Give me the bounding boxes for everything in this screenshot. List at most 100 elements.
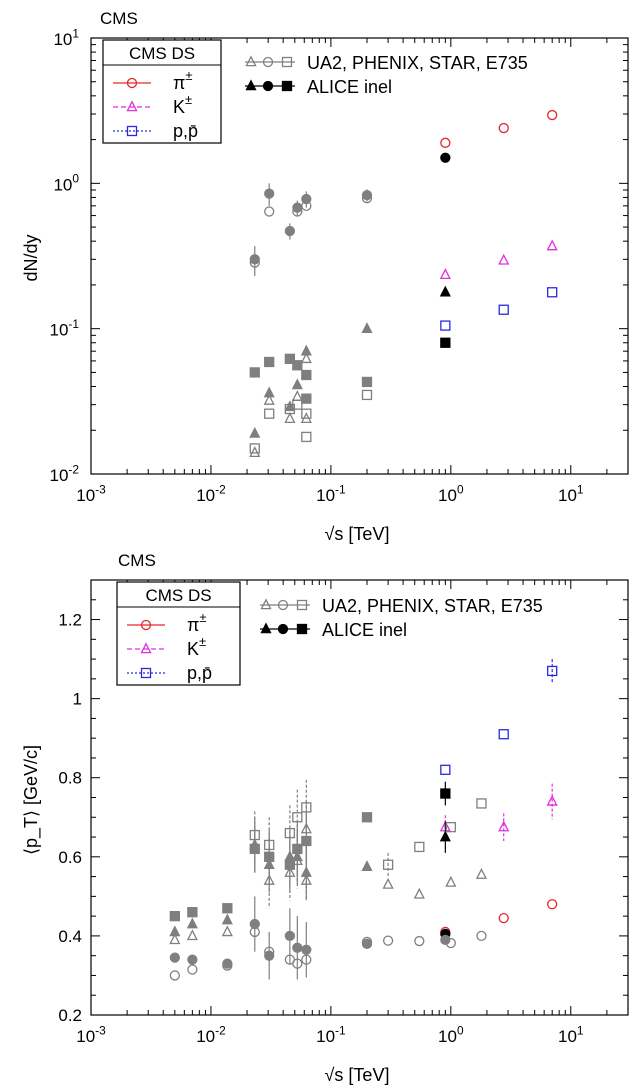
series-group	[169, 926, 487, 981]
data-point	[440, 137, 451, 148]
legend-marker	[126, 77, 138, 89]
series-group	[249, 352, 312, 458]
data-point	[291, 390, 303, 402]
data-point	[292, 360, 303, 371]
data-point	[361, 322, 373, 333]
data-point	[186, 929, 198, 941]
series-group	[440, 152, 451, 163]
data-point	[301, 369, 312, 381]
data-point	[263, 393, 275, 405]
data-point	[222, 903, 233, 914]
legend-box	[116, 581, 241, 686]
data-point	[264, 408, 275, 419]
data-point	[249, 926, 260, 938]
data-point	[547, 109, 558, 121]
legend-marker	[296, 623, 308, 635]
data-point	[292, 958, 303, 969]
data-point	[301, 393, 312, 404]
legend-marker	[260, 598, 272, 610]
data-point	[439, 830, 451, 842]
data-point	[382, 877, 394, 889]
data-point	[440, 934, 451, 946]
data-point	[301, 200, 312, 211]
data-point	[301, 954, 312, 965]
data-point	[186, 917, 198, 929]
series-group	[169, 817, 373, 937]
y-tick-label: 100	[53, 172, 79, 195]
legend-marker	[140, 619, 152, 631]
data-point	[284, 412, 296, 424]
legend: CMS DS π±K± p,p̄ UA2, PHENIX, STAR, E735 ALI…	[102, 39, 528, 144]
data-point	[284, 400, 296, 412]
y-tick-label: 0.8	[58, 769, 82, 788]
data-point	[300, 822, 312, 834]
y-tick-label: 0.2	[58, 1006, 82, 1025]
data-point	[249, 426, 261, 438]
y-tick-label: 1	[73, 690, 82, 709]
legend-label: K±	[173, 92, 192, 117]
y-tick-label: 0.6	[58, 848, 82, 867]
data-point	[498, 122, 509, 134]
data-point	[361, 389, 373, 401]
x-tick-label: 101	[558, 1023, 584, 1046]
data-point	[498, 304, 509, 315]
y-tick-label: 1.2	[58, 611, 82, 630]
legend: CMS DS π±K± p,p̄ UA2, PHENIX, STAR, E735 ALI…	[116, 581, 543, 686]
series-group	[249, 193, 373, 268]
data-point	[361, 860, 373, 871]
legend-title: CMS DS	[129, 44, 195, 63]
data-point	[284, 353, 296, 364]
data-point	[291, 854, 303, 866]
x-tick-label: 10-2	[196, 1023, 226, 1046]
data-point	[169, 933, 181, 945]
legend-marker	[281, 56, 293, 68]
series-group	[439, 285, 451, 297]
data-point	[546, 239, 558, 251]
data-point	[547, 287, 558, 298]
data-point	[475, 868, 488, 879]
panel-label-cms: CMS	[118, 551, 156, 570]
series-group	[440, 109, 558, 148]
x-tick-label: 100	[438, 1023, 464, 1046]
legend-label: π±	[187, 610, 207, 635]
series-group	[439, 239, 558, 280]
data-point	[440, 337, 451, 348]
data-point	[440, 320, 451, 331]
x-tick-label: 101	[558, 482, 584, 505]
data-point	[284, 866, 296, 877]
legend-marker	[296, 599, 308, 611]
legend-label: p,p̄	[187, 663, 212, 683]
legend-label: π±	[173, 68, 193, 93]
data-point	[476, 798, 487, 809]
series-group	[439, 783, 558, 841]
data-point	[264, 188, 275, 199]
data-point	[300, 412, 312, 424]
legend-marker	[140, 667, 152, 679]
series-group	[169, 801, 488, 945]
data-point	[284, 930, 296, 942]
data-point	[498, 912, 509, 924]
data-point	[440, 764, 451, 775]
legend-marker	[126, 100, 138, 112]
legend-label: K±	[187, 634, 206, 659]
data-point	[249, 257, 260, 268]
data-point	[249, 446, 261, 458]
data-point	[361, 936, 373, 947]
y-axis-label: dN/dy	[21, 234, 41, 281]
y-tick-label: 0.4	[58, 927, 82, 946]
data-point	[445, 822, 456, 833]
legend-marker	[245, 79, 257, 91]
legend-marker	[245, 55, 257, 67]
series-group	[440, 659, 558, 775]
data-point	[414, 935, 425, 947]
data-point	[547, 899, 558, 910]
data-point	[361, 376, 373, 388]
data-point	[222, 960, 233, 971]
series-group	[169, 896, 451, 980]
data-point	[476, 930, 487, 942]
panel-label-cms: CMS	[100, 9, 138, 28]
data-point	[169, 910, 180, 922]
legend-marker	[126, 125, 138, 137]
data-point	[249, 443, 260, 454]
